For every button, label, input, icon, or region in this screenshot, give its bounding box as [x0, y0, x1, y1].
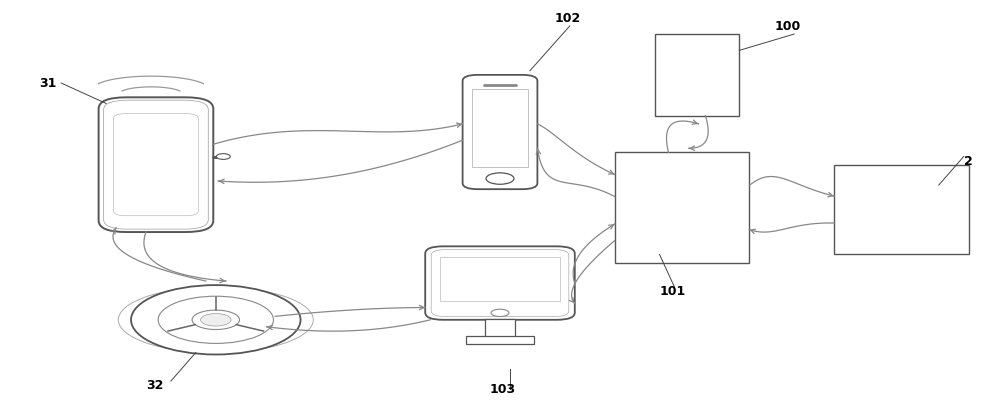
Bar	[615, 152, 749, 263]
Text: 32: 32	[146, 379, 163, 392]
FancyBboxPatch shape	[99, 97, 213, 232]
Circle shape	[486, 173, 514, 184]
Bar	[655, 34, 739, 115]
Text: 31: 31	[39, 77, 57, 90]
Bar	[472, 89, 528, 167]
Bar	[440, 256, 560, 301]
FancyBboxPatch shape	[431, 249, 569, 316]
Text: 103: 103	[490, 383, 516, 396]
Text: 2: 2	[964, 155, 972, 168]
Text: 102: 102	[555, 12, 581, 25]
Circle shape	[192, 310, 240, 330]
FancyBboxPatch shape	[114, 114, 198, 216]
Bar	[485, 319, 515, 338]
FancyBboxPatch shape	[104, 100, 208, 229]
Circle shape	[201, 314, 231, 326]
Text: 100: 100	[774, 20, 800, 33]
Ellipse shape	[206, 319, 225, 324]
FancyBboxPatch shape	[463, 75, 537, 189]
Bar	[466, 336, 534, 344]
Text: 101: 101	[660, 285, 686, 298]
Circle shape	[158, 296, 273, 344]
Circle shape	[216, 154, 230, 159]
Bar	[834, 165, 969, 254]
FancyBboxPatch shape	[425, 246, 575, 320]
Circle shape	[131, 285, 301, 355]
Circle shape	[491, 309, 509, 316]
